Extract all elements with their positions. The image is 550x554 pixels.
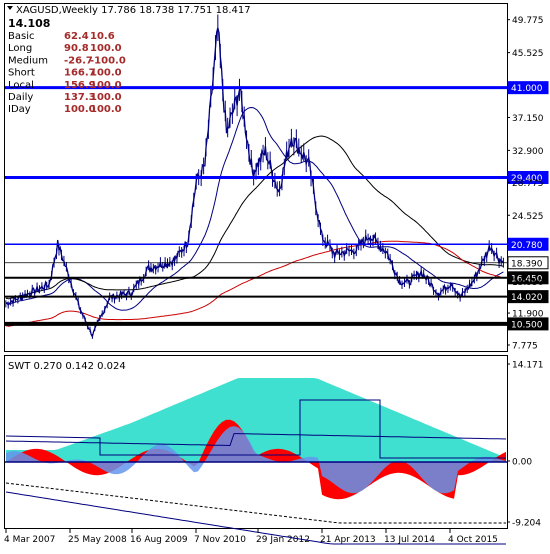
indicator-tick-label: -9.204 [512, 519, 541, 529]
time-tick-label: 7 Nov 2010 [194, 535, 246, 545]
info-label: Medium [8, 55, 48, 66]
level-label-box [507, 271, 549, 285]
info-value-2: -100.0 [90, 55, 126, 66]
info-value-2: 100.0 [90, 80, 122, 91]
info-value-1: 90.8 [64, 43, 89, 54]
time-axis: 4 Mar 2007 25 May 2008 16 Aug 2009 7 Nov 20… [4, 529, 498, 545]
price-tick-label: 15.950 [512, 278, 544, 288]
indicator-upper-line [5, 433, 507, 447]
price-tick-label: 45.525 [512, 49, 544, 59]
info-value-2: 100.0 [90, 43, 122, 54]
level-label: 14.020 [511, 293, 543, 303]
level-label-box [507, 317, 549, 331]
price-tick-label: 28.775 [512, 179, 544, 189]
indicator-title: SWT 0.270 0.142 0.024 [8, 361, 126, 372]
level-label-box [507, 171, 549, 184]
info-value-1: 156.9 [64, 80, 96, 91]
price-axis: 49.775 45.525 37.150 32.900 28.775 24.525 15.9… [507, 16, 544, 351]
level-label-box [507, 237, 549, 251]
indicator-blue-area [6, 426, 506, 494]
info-value-2: 100.0 [90, 92, 122, 103]
level-label: 29.400 [511, 174, 543, 184]
level-label: 41.000 [511, 84, 543, 94]
ma-medium-line [5, 135, 504, 300]
info-value-1: 166.7 [64, 68, 96, 79]
price-tick-label: 24.525 [512, 212, 544, 222]
indicator-layer [5, 378, 507, 545]
time-tick-label: 13 Jul 2014 [384, 535, 435, 545]
indicator-axis: 14.171 0.00 -9.204 [507, 361, 544, 529]
indicator-step-line [5, 399, 506, 459]
level-label: 16.450 [511, 274, 543, 284]
info-value-2: 100.0 [90, 68, 122, 79]
level-label-box [507, 256, 549, 270]
indicator-lower-dashed [5, 482, 506, 524]
indicator-tick-label: 0.00 [512, 458, 532, 468]
time-tick-label: 25 May 2008 [68, 535, 127, 545]
price-tick-label: 7.775 [512, 341, 538, 351]
indicator-tick-label: 14.171 [512, 361, 544, 371]
info-label: Local [8, 80, 34, 91]
info-value-2: 100.0 [90, 104, 122, 115]
info-value-1: 137.3 [64, 92, 96, 103]
chart-header: XAGUSD,Weekly 17.786 18.738 17.751 18.41… [7, 5, 251, 30]
header-value: 14.108 [8, 17, 50, 30]
level-label-box [507, 81, 549, 95]
time-tick-label: 29 Jan 2012 [256, 535, 310, 545]
info-label: Basic [8, 31, 34, 42]
time-tick-label: 21 Apr 2013 [320, 535, 376, 545]
symbol-line: XAGUSD,Weekly 17.786 18.738 17.751 18.41… [16, 5, 251, 16]
info-value-1: 62.4 [64, 31, 89, 42]
level-label: 18.390 [511, 259, 543, 269]
time-tick-label: 4 Mar 2007 [4, 535, 55, 545]
collapse-arrow-icon[interactable] [7, 6, 13, 10]
time-tick-label: 16 Aug 2009 [130, 535, 188, 545]
price-levels-layer: 41.000 29.400 20.780 18.390 16.450 14.020 10.5… [5, 81, 549, 331]
price-tick-label: 11.900 [512, 310, 544, 320]
info-value-1: 100.0 [64, 104, 96, 115]
info-label: Short [8, 68, 35, 79]
level-label: 10.500 [511, 320, 543, 330]
time-tick-label: 4 Oct 2015 [448, 535, 498, 545]
price-tick-label: 37.150 [512, 114, 544, 124]
level-label: 20.780 [511, 241, 543, 251]
info-label: Long [8, 43, 32, 54]
price-tick-label: 49.775 [512, 16, 544, 26]
indicator-teal-area [6, 378, 506, 462]
level-label-box [507, 290, 549, 304]
info-label: IDay [8, 104, 31, 115]
price-tick-label: 32.900 [512, 147, 544, 157]
indicator-lower-line [5, 491, 506, 545]
info-label: Daily [8, 92, 33, 103]
price-line [5, 27, 504, 339]
ma-fast-line [5, 106, 504, 311]
info-value-2: 10.6 [90, 31, 115, 42]
info-value-1: -26.7 [64, 55, 93, 66]
